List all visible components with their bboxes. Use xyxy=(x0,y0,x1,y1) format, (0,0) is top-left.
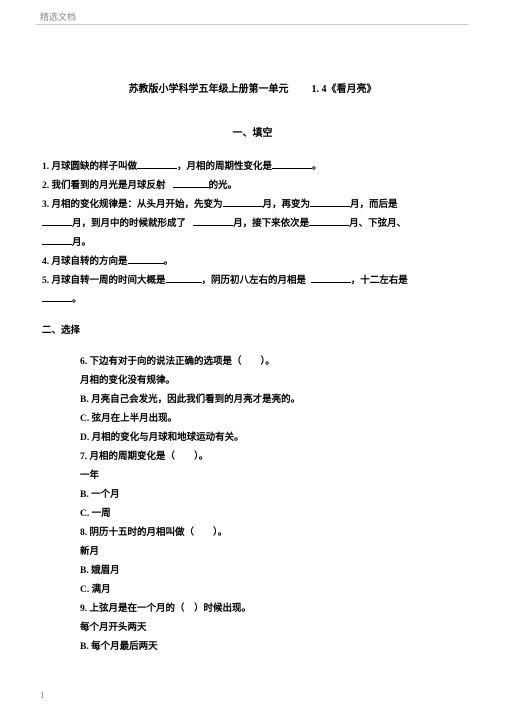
q9: 9. 上弦月是在一个月的（ ）时候出现。 xyxy=(80,600,435,619)
q3-text-a: 3. 月相的变化规律是：从头月开始，先变为 xyxy=(42,200,223,210)
q6-opt-a: 月相的变化没有规律。 xyxy=(80,372,435,391)
blank xyxy=(311,274,351,284)
q3-line3: 月。 xyxy=(42,234,435,253)
page-number: 1 xyxy=(40,690,45,700)
q6-opt-c: C. 弦月在上半月出现。 xyxy=(80,410,435,429)
blank xyxy=(310,198,350,208)
q4-text-b: 。 xyxy=(164,257,174,267)
q3-text-f: 月、下弦月、 xyxy=(349,219,406,229)
blank xyxy=(42,236,72,246)
q3-line1: 3. 月相的变化规律是：从头月开始，先变为 月，再变为 月，而后是 xyxy=(42,196,435,215)
q3-line2: 月，到月中的时候就形成了 月，接下来依次是 月、下弦月、 xyxy=(42,215,435,234)
q2-text-a: 2. 我们看到的月光是月球反射 xyxy=(42,181,166,191)
q5-line2: 。 xyxy=(42,291,435,310)
document-title: 苏教版小学科学五年级上册第一单元 1. 4《看月亮》 xyxy=(70,80,435,100)
header-rule xyxy=(36,24,469,25)
q3-text-d: 月，到月中的时候就形成了 xyxy=(72,219,186,229)
blank xyxy=(166,274,202,284)
q2: 2. 我们看到的月光是月球反射 的光。 xyxy=(42,177,435,196)
q8-opt-b: B. 娥眉月 xyxy=(80,562,435,581)
header-watermark: 精选文档 xyxy=(40,10,76,23)
section-2-header: 二、选择 xyxy=(42,322,435,341)
q1-text-b: ，月相的周期性变化是 xyxy=(177,162,272,172)
q6-opt-b: B. 月亮自己会发光，因此我们看到的月亮才是亮的。 xyxy=(80,391,435,410)
q4: 4. 月球自转的方向是 。 xyxy=(42,253,435,272)
q1-text-c: 。 xyxy=(312,162,322,172)
q8-opt-a: 新月 xyxy=(80,543,435,562)
q3-text-c: 月，而后是 xyxy=(350,200,398,210)
q4-text-a: 4. 月球自转的方向是 xyxy=(42,257,128,267)
q8: 8. 阴历十五时的月相叫做（ ）。 xyxy=(80,524,435,543)
q3-text-e: 月，接下来依次是 xyxy=(233,219,309,229)
q3-text-b: 月，再变为 xyxy=(263,200,311,210)
q9-opt-b: B. 每个月最后两天 xyxy=(80,638,435,657)
q6-opt-d: D. 月相的变化与月球和地球运动有关。 xyxy=(80,429,435,448)
q5-text-d: 。 xyxy=(72,295,82,305)
title-part-a: 苏教版小学科学五年级上册第一单元 xyxy=(129,84,289,95)
q1-text-a: 1. 月球圆缺的样子叫做 xyxy=(42,162,137,172)
section-1-header: 一、填空 xyxy=(70,124,435,144)
blank xyxy=(173,179,209,189)
title-part-b: 1. 4《看月亮》 xyxy=(312,84,377,95)
q7-opt-c: C. 一周 xyxy=(80,505,435,524)
q5-line1: 5. 月球自转一周的时间大概是 ，阴历初八左右的月相是 ，十二左右是 xyxy=(42,272,435,291)
q2-text-b: 的光。 xyxy=(209,181,238,191)
blank xyxy=(309,217,349,227)
q7: 7. 月相的周期变化是（ ）。 xyxy=(80,448,435,467)
blank xyxy=(128,255,164,265)
blank xyxy=(223,198,263,208)
q1: 1. 月球圆缺的样子叫做 ，月相的周期性变化是 。 xyxy=(42,158,435,177)
blank xyxy=(137,160,177,170)
q3-text-g: 月。 xyxy=(72,238,91,248)
q7-opt-a: 一年 xyxy=(80,467,435,486)
blank xyxy=(42,293,72,303)
q7-opt-b: B. 一个月 xyxy=(80,486,435,505)
q6: 6. 下边有对于向的说法正确的选项是（ ）。 xyxy=(80,353,435,372)
blank xyxy=(193,217,233,227)
document-body: 苏教版小学科学五年级上册第一单元 1. 4《看月亮》 一、填空 1. 月球圆缺的… xyxy=(70,80,435,657)
q5-text-c: ，十二左右是 xyxy=(351,276,408,286)
blank xyxy=(42,217,72,227)
q5-text-a: 5. 月球自转一周的时间大概是 xyxy=(42,276,166,286)
q5-text-b: ，阴历初八左右的月相是 xyxy=(202,276,307,286)
blank xyxy=(272,160,312,170)
q9-opt-a: 每个月开头两天 xyxy=(80,619,435,638)
q8-opt-c: C. 满月 xyxy=(80,581,435,600)
